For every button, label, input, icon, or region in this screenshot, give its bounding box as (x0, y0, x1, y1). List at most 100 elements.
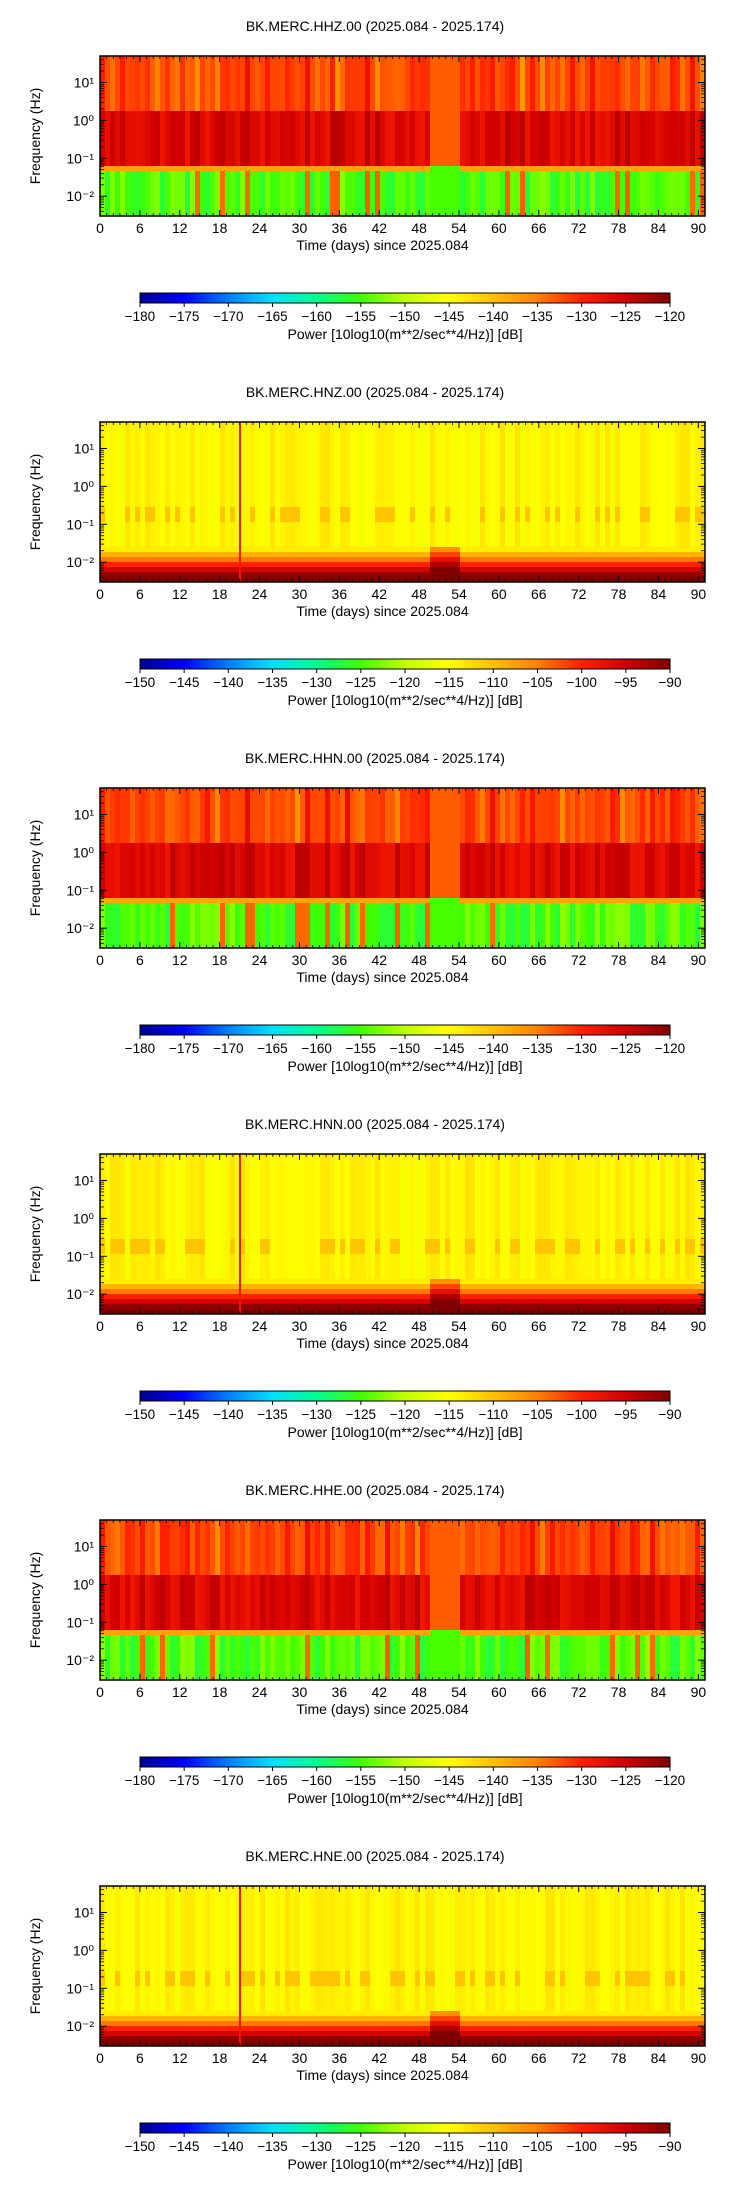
heatmap-cell (140, 557, 146, 563)
heatmap-cell (500, 186, 506, 192)
heatmap-cell (375, 121, 381, 127)
heatmap-cell (265, 116, 271, 122)
heatmap-cell (370, 196, 376, 202)
heatmap-cell (630, 141, 636, 147)
heatmap-cell (320, 196, 326, 202)
heatmap-cell (695, 121, 701, 127)
heatmap-cell (200, 201, 206, 207)
heatmap-cell (285, 176, 291, 182)
heatmap-cell (525, 66, 531, 72)
heatmap-cell (270, 106, 276, 112)
heatmap-cell (400, 206, 406, 212)
heatmap-cell (530, 171, 536, 177)
heatmap-cell (345, 121, 351, 127)
heatmap-cell (195, 447, 201, 453)
heatmap-cell (650, 86, 656, 92)
heatmap-cell (180, 572, 186, 578)
heatmap-cell (315, 156, 321, 162)
heatmap-cell (300, 91, 306, 97)
heatmap-cell (130, 552, 136, 558)
heatmap-cell (295, 171, 301, 177)
heatmap-cell (195, 487, 201, 493)
heatmap-cell (430, 201, 436, 207)
heatmap-cell (680, 101, 686, 107)
heatmap-cell (590, 116, 596, 122)
heatmap-cell (560, 141, 566, 147)
heatmap-cell (505, 91, 511, 97)
heatmap-cell (300, 161, 306, 167)
heatmap-cell (620, 121, 626, 127)
heatmap-cell (465, 141, 471, 147)
heatmap-cell (680, 141, 686, 147)
heatmap-cell (320, 66, 326, 72)
heatmap-cell (370, 81, 376, 87)
heatmap-cell (130, 437, 136, 443)
heatmap-cell (440, 186, 446, 192)
heatmap-cell (395, 71, 401, 77)
heatmap-cell (365, 76, 371, 82)
heatmap-cell (235, 136, 241, 142)
heatmap-cell (590, 136, 596, 142)
heatmap-cell (285, 131, 291, 137)
heatmap-cell (195, 497, 201, 503)
heatmap-cell (695, 201, 701, 207)
heatmap-cell (130, 201, 136, 207)
heatmap-cell (110, 151, 116, 157)
heatmap-cell (475, 116, 481, 122)
heatmap-cell (530, 161, 536, 167)
heatmap-cell (170, 186, 176, 192)
heatmap-cell (665, 61, 671, 67)
heatmap-cell (285, 161, 291, 167)
heatmap-cell (220, 116, 226, 122)
heatmap-cell (470, 176, 476, 182)
heatmap-cell (245, 71, 251, 77)
heatmap-cell (125, 61, 131, 67)
heatmap-cell (675, 171, 681, 177)
heatmap-cell (285, 116, 291, 122)
heatmap-cell (155, 557, 161, 563)
heatmap-cell (200, 71, 206, 77)
heatmap-cell (290, 191, 296, 197)
heatmap-cell (505, 156, 511, 162)
heatmap-cell (115, 96, 121, 102)
heatmap-cell (525, 146, 531, 152)
heatmap-cell (115, 497, 121, 503)
heatmap-cell (415, 121, 421, 127)
heatmap-cell (655, 156, 661, 162)
heatmap-cell (150, 492, 156, 498)
heatmap-cell (560, 206, 566, 212)
heatmap-cell (670, 171, 676, 177)
heatmap-cell (315, 206, 321, 212)
heatmap-cell (655, 76, 661, 82)
heatmap-cell (585, 121, 591, 127)
heatmap-cell (385, 136, 391, 142)
heatmap-cell (150, 61, 156, 67)
heatmap-cell (120, 437, 126, 443)
heatmap-cell (450, 81, 456, 87)
heatmap-cell (215, 567, 221, 573)
heatmap-cell (240, 56, 246, 62)
heatmap-cell (660, 111, 666, 117)
heatmap-cell (290, 111, 296, 117)
heatmap-cell (100, 136, 106, 142)
heatmap-cell (190, 432, 196, 438)
heatmap-cell (100, 181, 106, 187)
heatmap-cell (215, 161, 221, 167)
heatmap-cell (295, 166, 301, 172)
heatmap-cell (200, 537, 206, 543)
heatmap-cell (690, 136, 696, 142)
heatmap-cell (440, 201, 446, 207)
heatmap-cell (220, 161, 226, 167)
heatmap-cell (160, 567, 166, 573)
heatmap-cell (420, 61, 426, 67)
heatmap-cell (310, 136, 316, 142)
heatmap-cell (695, 101, 701, 107)
heatmap-cell (125, 547, 131, 553)
heatmap-cell (100, 522, 106, 528)
heatmap-cell (450, 96, 456, 102)
heatmap-cell (185, 106, 191, 112)
heatmap-cell (310, 131, 316, 137)
heatmap-cell (145, 131, 151, 137)
heatmap-cell (205, 101, 211, 107)
heatmap-cell (420, 171, 426, 177)
